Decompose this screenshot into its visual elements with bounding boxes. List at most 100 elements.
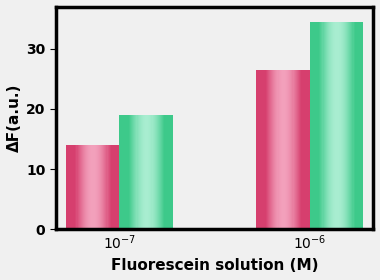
Bar	[158, 115, 159, 229]
Bar	[131, 115, 133, 229]
Bar	[156, 115, 157, 229]
Bar	[316, 22, 317, 229]
Bar	[337, 22, 339, 229]
Bar	[276, 70, 278, 229]
Bar	[313, 22, 314, 229]
Bar	[312, 22, 313, 229]
Bar	[160, 115, 162, 229]
Bar	[350, 22, 352, 229]
Bar	[293, 70, 294, 229]
Bar	[142, 115, 143, 229]
Bar	[353, 22, 355, 229]
Bar	[348, 22, 350, 229]
Bar	[88, 145, 90, 229]
Bar	[69, 145, 70, 229]
Bar	[264, 70, 265, 229]
Bar	[133, 115, 135, 229]
Bar	[163, 115, 165, 229]
Bar	[359, 22, 360, 229]
Bar	[85, 145, 86, 229]
Bar	[93, 145, 95, 229]
Bar	[70, 145, 71, 229]
Bar	[140, 115, 141, 229]
Bar	[306, 70, 307, 229]
Bar	[309, 70, 310, 229]
Bar	[111, 145, 112, 229]
Bar	[102, 145, 103, 229]
Bar	[336, 22, 338, 229]
Bar	[96, 145, 97, 229]
Bar	[122, 115, 124, 229]
Bar	[355, 22, 356, 229]
Bar	[317, 22, 318, 229]
Bar	[90, 145, 92, 229]
Bar	[269, 70, 270, 229]
Bar	[81, 145, 82, 229]
Bar	[172, 115, 173, 229]
Bar	[127, 115, 128, 229]
Bar	[89, 145, 91, 229]
Bar	[344, 22, 345, 229]
Bar	[106, 145, 108, 229]
Bar	[294, 70, 296, 229]
Bar	[280, 70, 281, 229]
Bar	[283, 70, 284, 229]
Bar	[343, 22, 344, 229]
Bar	[311, 22, 312, 229]
Bar	[329, 22, 330, 229]
Bar	[276, 70, 277, 229]
Bar	[170, 115, 171, 229]
Bar	[73, 145, 74, 229]
Bar	[168, 115, 169, 229]
Bar	[97, 145, 98, 229]
Bar	[135, 115, 137, 229]
Bar	[345, 22, 346, 229]
Bar	[281, 70, 282, 229]
Bar	[273, 70, 275, 229]
Bar	[284, 70, 285, 229]
Bar	[271, 70, 272, 229]
Bar	[74, 145, 76, 229]
Bar	[136, 115, 138, 229]
Bar	[146, 115, 147, 229]
Bar	[169, 115, 170, 229]
Bar	[320, 22, 322, 229]
Bar	[256, 70, 257, 229]
Bar	[71, 145, 73, 229]
Bar	[346, 22, 347, 229]
Bar	[162, 115, 163, 229]
Bar	[128, 115, 129, 229]
Bar	[112, 145, 113, 229]
Bar	[323, 22, 324, 229]
Bar	[353, 22, 354, 229]
Bar	[171, 115, 172, 229]
Bar	[298, 70, 299, 229]
Bar	[138, 115, 139, 229]
Bar	[301, 70, 302, 229]
Bar	[361, 22, 363, 229]
Bar	[135, 115, 136, 229]
Bar	[352, 22, 353, 229]
Bar	[75, 145, 77, 229]
Bar	[314, 22, 315, 229]
Bar	[68, 145, 69, 229]
Bar	[161, 115, 163, 229]
Bar	[360, 22, 361, 229]
Bar	[331, 22, 332, 229]
Bar	[288, 70, 290, 229]
Bar	[299, 70, 300, 229]
Bar	[257, 70, 258, 229]
Bar	[325, 22, 326, 229]
Bar	[80, 145, 81, 229]
Bar	[86, 145, 87, 229]
Bar	[100, 145, 101, 229]
Bar	[93, 145, 94, 229]
Bar	[286, 70, 287, 229]
Bar	[129, 115, 130, 229]
Bar	[141, 115, 142, 229]
Bar	[342, 22, 343, 229]
Bar	[132, 115, 133, 229]
Bar	[124, 115, 125, 229]
Bar	[356, 22, 357, 229]
Bar	[349, 22, 351, 229]
